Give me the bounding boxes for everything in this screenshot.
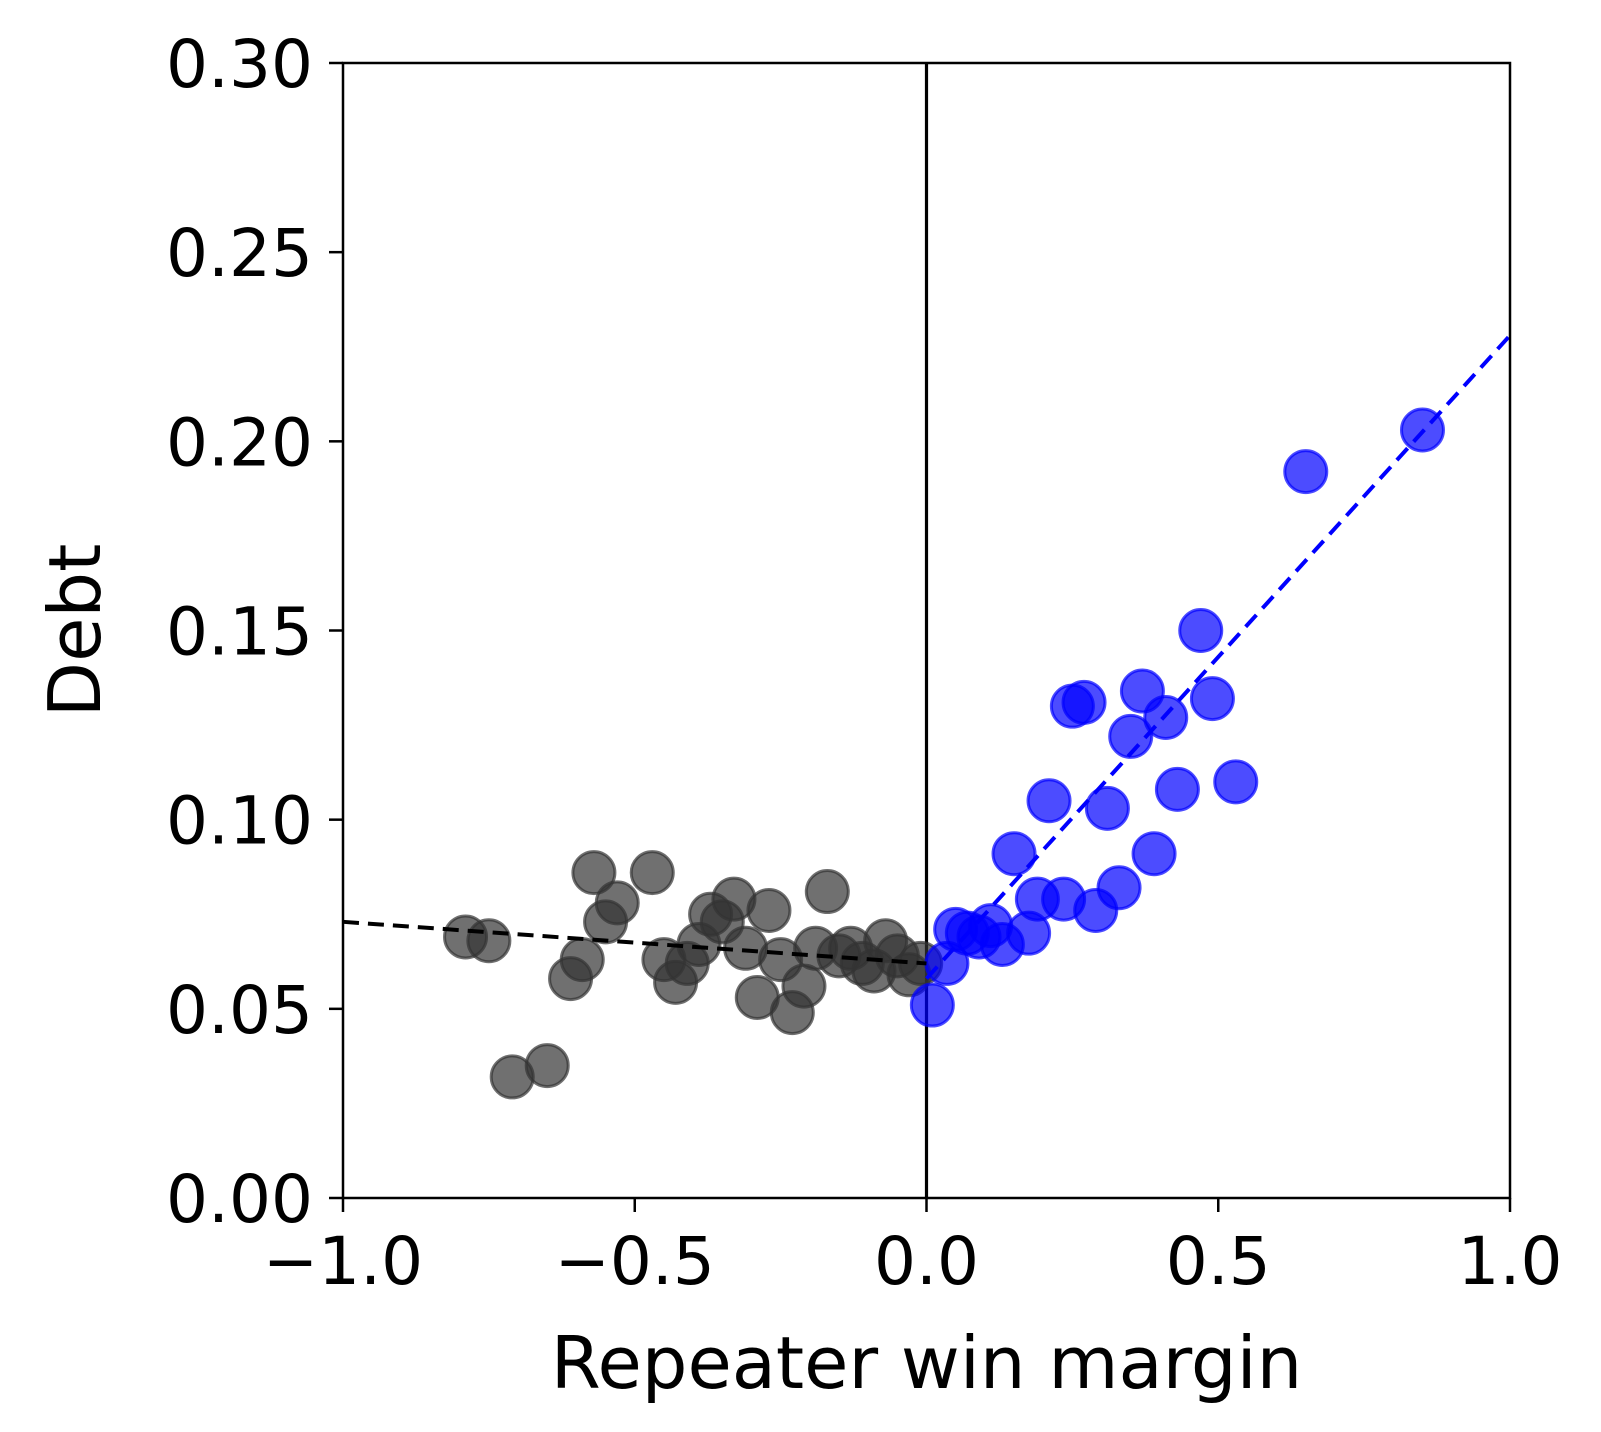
data-point-left-20 [746,887,792,933]
data-point-right-14 [1061,679,1107,725]
data-point-right-1 [909,982,955,1028]
data-point-right-16 [1084,785,1130,831]
data-point-left-25 [804,869,850,915]
y-tick-label-7: 0.30 [166,26,313,103]
y-axis-label: Debt [33,544,117,718]
plot-axes: −1.0 −0.5 0.0 0.5 1.0 0.00 0.05 0.10 0.15 0.20 0.2… [166,26,1562,1300]
x-tick-label-2: −0.5 [555,1223,715,1300]
x-axis-label: Repeater win margin [551,1321,1303,1405]
y-tick-label-4: 0.15 [166,594,313,671]
data-point-left-9 [594,880,640,926]
data-point-right-26 [1283,449,1329,495]
fit-line-left [342,919,927,966]
data-point-left-10 [629,850,675,896]
plot-marks [342,63,1512,1198]
data-point-right-11 [1026,778,1072,824]
data-point-left-7 [571,850,617,896]
data-point-right-20 [1131,831,1177,877]
y-tick-label-2: 0.05 [166,972,313,1049]
data-point-right-17 [1096,865,1142,911]
x-tick-label-1: −1.0 [263,1223,423,1300]
data-point-right-24 [1189,676,1235,722]
x-tick-label-4: 0.5 [1166,1223,1271,1300]
fit-line-right [925,334,1512,980]
y-tick-label-5: 0.20 [166,404,313,481]
x-tick-label-3: 0.0 [874,1223,979,1300]
data-point-left-4 [524,1043,570,1089]
data-point-right-8 [991,831,1037,877]
data-point-right-25 [1213,759,1259,805]
y-tick-label-1: 0.00 [166,1161,313,1238]
data-point-left-2 [466,918,512,964]
data-point-left-23 [781,963,827,1009]
x-tick-label-5: 1.0 [1458,1223,1563,1300]
y-tick-label-6: 0.25 [166,215,313,292]
data-point-right-23 [1178,608,1224,653]
data-point-left-6 [559,937,605,983]
data-point-right-22 [1154,766,1200,812]
y-tick-label-3: 0.10 [166,783,313,860]
data-point-right-18 [1108,713,1154,759]
